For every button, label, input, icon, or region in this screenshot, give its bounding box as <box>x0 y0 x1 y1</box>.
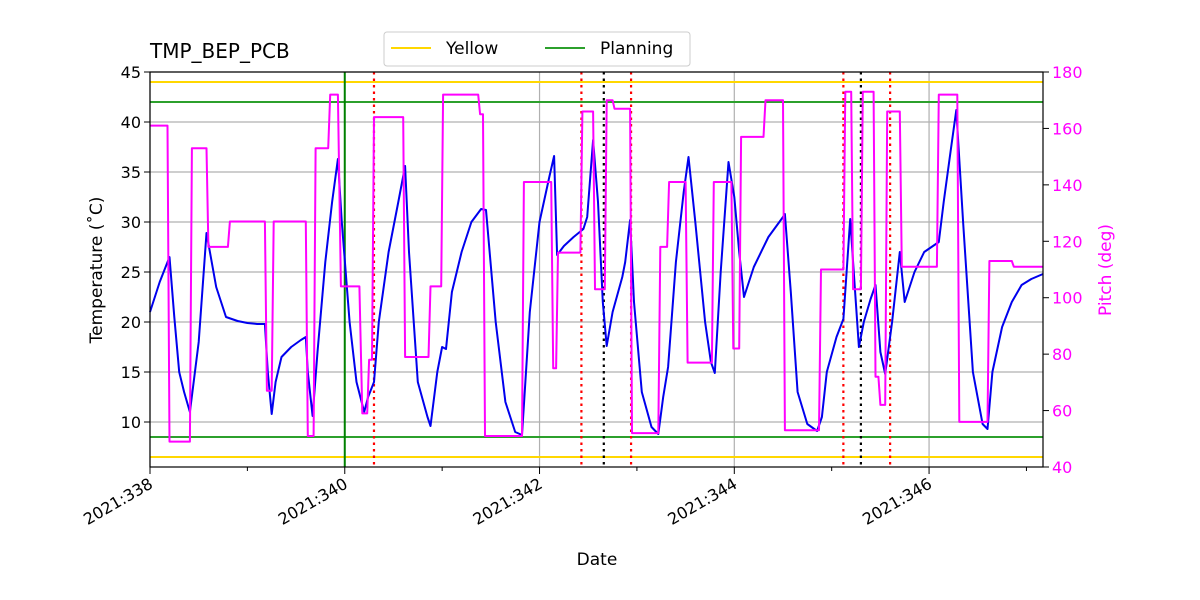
y-tick-label: 15 <box>121 363 141 382</box>
series-layer <box>149 90 1044 443</box>
y2-tick-label: 60 <box>1052 402 1072 421</box>
legend-label-yellow: Yellow <box>445 39 498 59</box>
y2-tick-label: 100 <box>1052 289 1083 308</box>
y-tick-label: 25 <box>121 263 141 282</box>
y-tick-label: 20 <box>121 313 141 332</box>
pitch-line <box>150 90 1043 443</box>
y-axis-title: Temperature (˚C) <box>86 197 107 345</box>
y-tick-label: 30 <box>121 213 141 232</box>
plot-frame <box>149 71 1044 468</box>
legend-label-planning: Planning <box>600 39 673 59</box>
y2-tick-label: 40 <box>1052 458 1072 477</box>
y2-tick-label: 120 <box>1052 232 1083 251</box>
y2-axis-title: Pitch (deg) <box>1096 224 1116 316</box>
temperature-axis: 10 15 20 25 30 35 40 45 <box>121 63 150 432</box>
pitch-axis: 40 60 80 100 120 140 160 180 <box>1043 63 1083 477</box>
y2-tick-label: 180 <box>1052 63 1083 82</box>
y-tick-label: 45 <box>121 63 141 82</box>
legend: Yellow Planning <box>383 31 691 67</box>
y2-tick-label: 160 <box>1052 119 1083 138</box>
limit-lines <box>150 81 1043 458</box>
plot-area <box>149 71 1044 468</box>
y-tick-label: 35 <box>121 163 141 182</box>
x-axis-title: Date <box>577 550 618 570</box>
y-tick-label: 40 <box>121 113 141 132</box>
chart-title: TMP_BEP_PCB <box>149 39 290 63</box>
y2-tick-label: 140 <box>1052 176 1083 195</box>
y-tick-label: 10 <box>121 413 141 432</box>
y2-tick-label: 80 <box>1052 345 1072 364</box>
legend-frame <box>383 31 691 67</box>
